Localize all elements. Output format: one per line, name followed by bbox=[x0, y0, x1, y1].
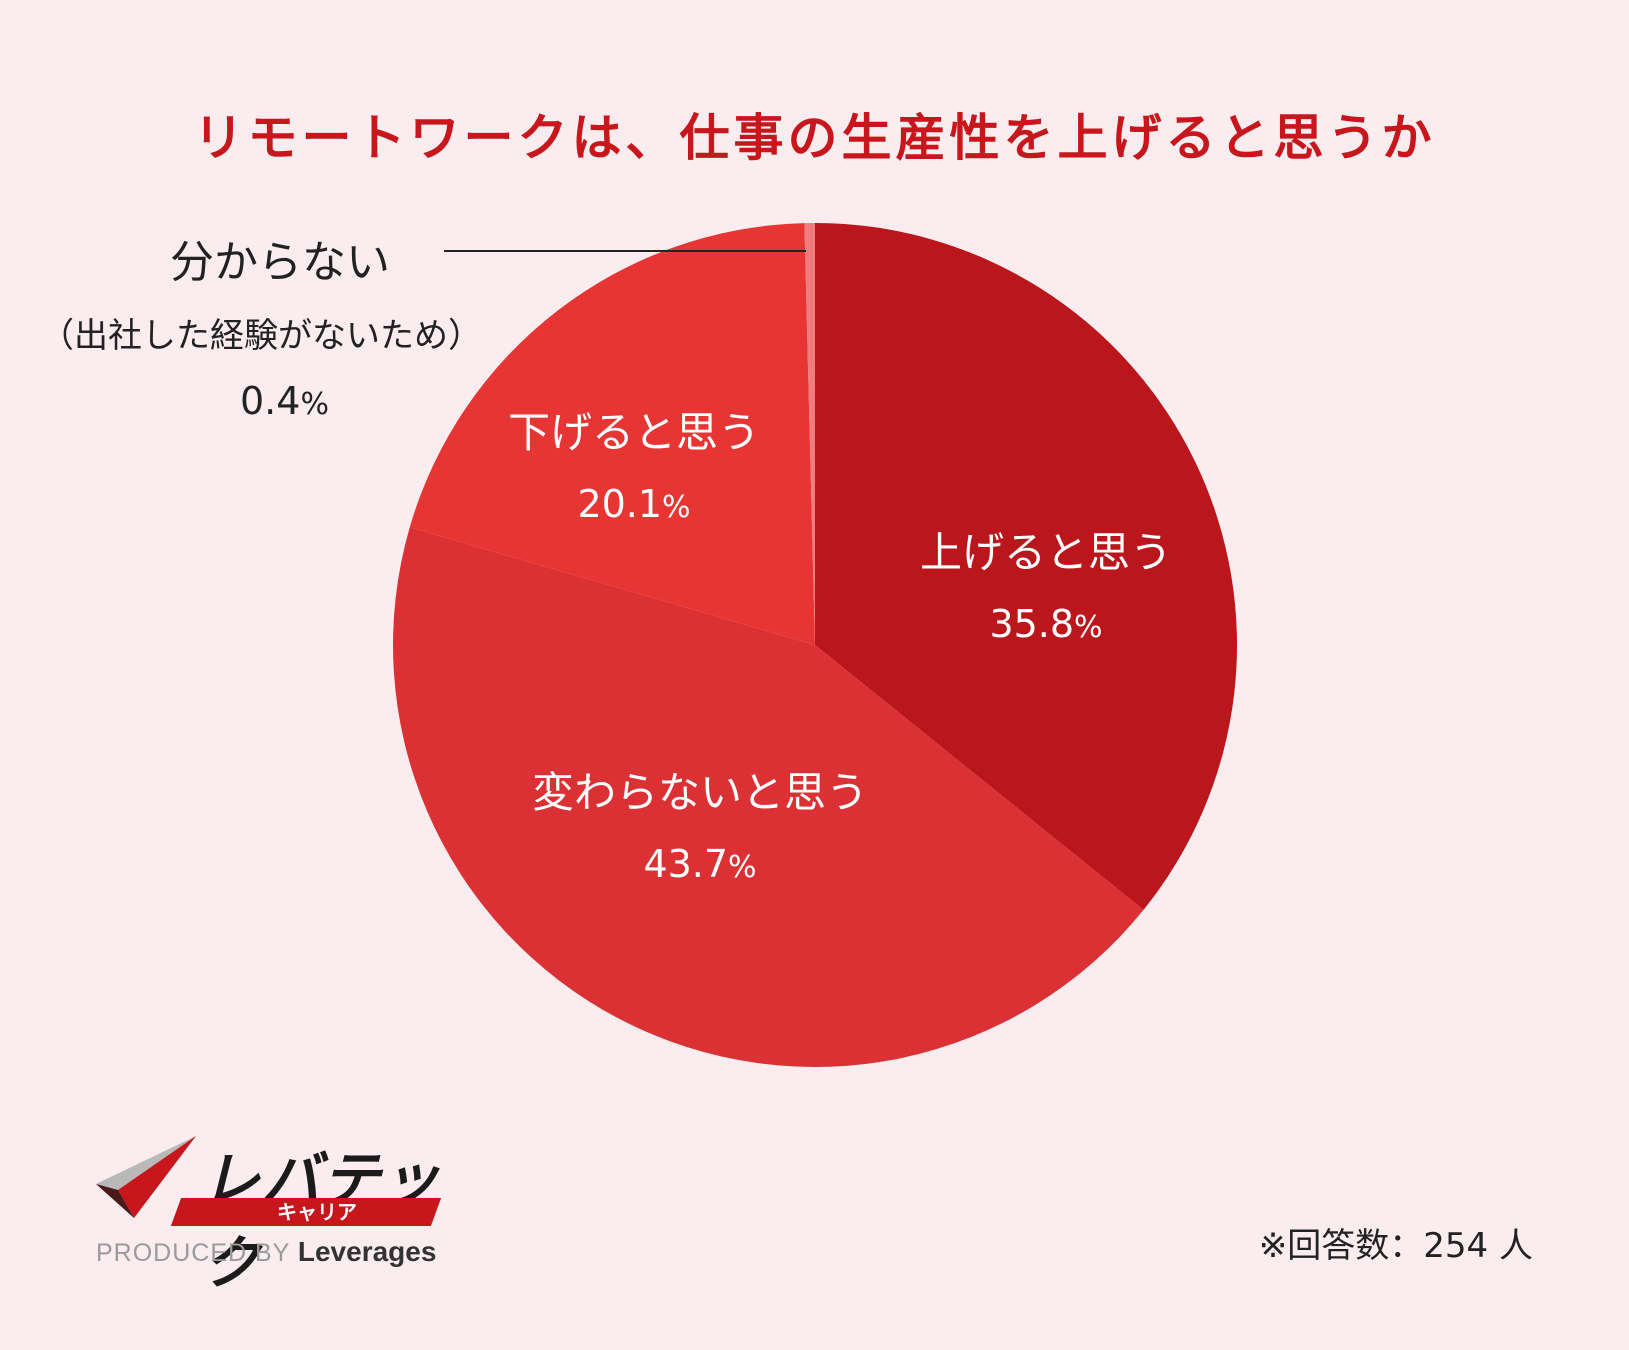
slice-label-decrease: 下げると思う 20.1% bbox=[454, 408, 814, 528]
slice-percent: 0.4% bbox=[240, 379, 329, 423]
slice-percent: 20.1% bbox=[577, 482, 691, 527]
slice-label-unknown: 分からない （出社した経験がないため） 0.4% bbox=[40, 226, 560, 423]
logo-sub: キャリア bbox=[277, 1200, 357, 1224]
slice-name: 分からない bbox=[170, 237, 390, 288]
pie-slice-no-change bbox=[393, 527, 1144, 1067]
logo-produced-by: PRODUCED BY Leverages bbox=[96, 1236, 437, 1267]
pie-slice-unknown bbox=[804, 222, 815, 645]
slice-note: （出社した経験がないため） bbox=[40, 316, 482, 356]
leader-line bbox=[444, 250, 806, 252]
slice-name: 下げると思う bbox=[507, 408, 760, 457]
slice-label-no-change: 変わらないと思う 43.7% bbox=[520, 768, 880, 888]
company-logo: レバテック キャリア PRODUCED BY Leverages bbox=[96, 1132, 456, 1297]
pie-slice-decrease bbox=[409, 223, 815, 645]
chart-title: リモートワークは、仕事の生産性を上げると思うか bbox=[193, 109, 1436, 167]
slice-name: 上げると思う bbox=[919, 528, 1172, 577]
response-count-footnote: ※回答数：254 人 bbox=[1258, 1226, 1533, 1266]
logo-check-icon bbox=[96, 1136, 196, 1218]
slice-name: 変わらないと思う bbox=[531, 768, 868, 817]
slice-label-increase: 上げると思う 35.8% bbox=[866, 528, 1226, 648]
pie-slice-increase bbox=[815, 223, 1238, 910]
logo-brand: Leverages bbox=[297, 1236, 437, 1267]
slice-percent: 43.7% bbox=[643, 842, 757, 887]
slice-percent: 35.8% bbox=[989, 602, 1103, 647]
